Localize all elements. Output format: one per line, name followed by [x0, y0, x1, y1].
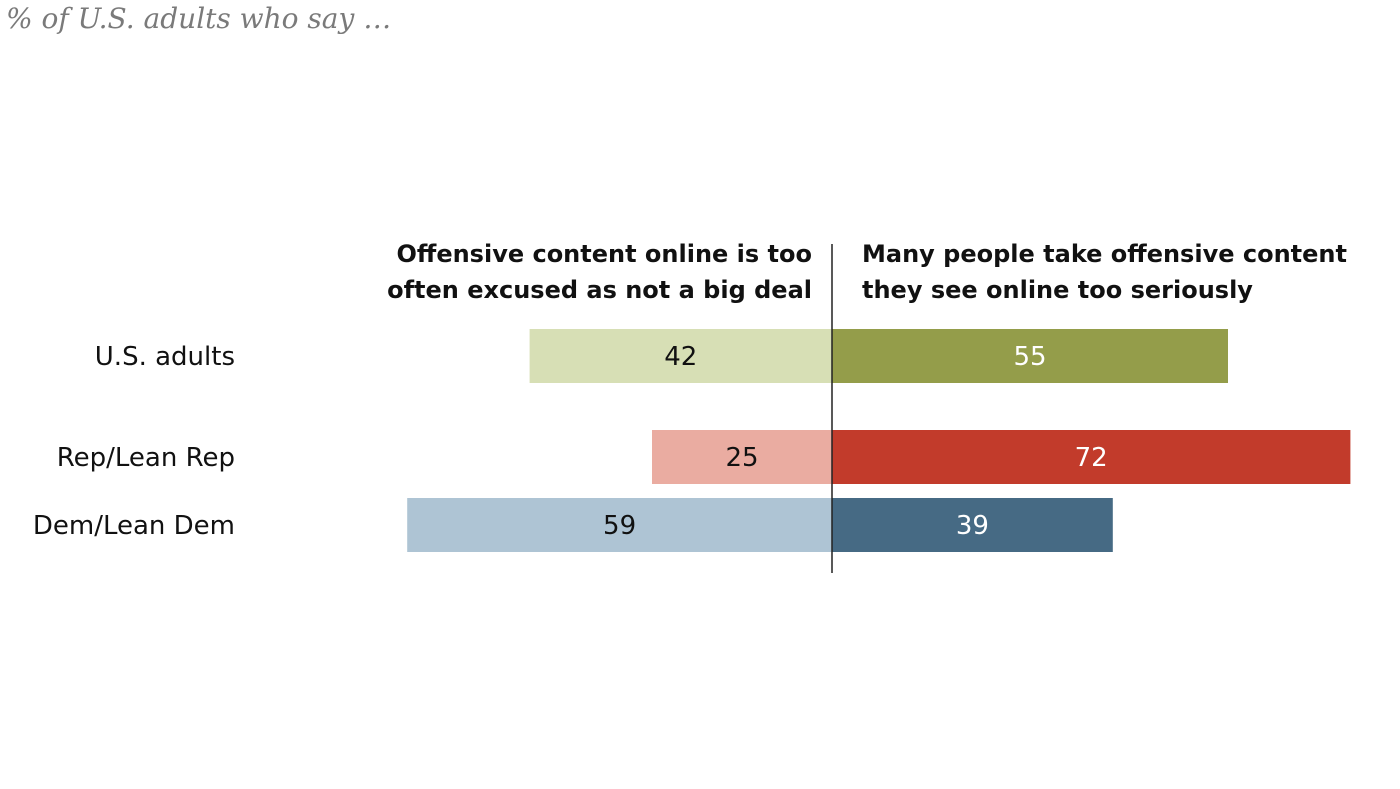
right-column-header-line: Many people take offensive content [862, 240, 1347, 268]
right-column-header-line: they see online too seriously [862, 276, 1253, 304]
left-column-header-line: Offensive content online is too [396, 240, 812, 268]
right-bar [832, 430, 1351, 484]
left-bar [529, 329, 832, 383]
category-label: U.S. adults [95, 342, 235, 372]
left-bar [407, 498, 832, 552]
left-bar-value-label: 42 [664, 342, 697, 372]
left-column-header-line: often excused as not a big deal [387, 276, 812, 304]
left-bar-value-label: 59 [603, 511, 636, 541]
category-label: Dem/Lean Dem [33, 511, 235, 541]
right-bar-value-label: 72 [1075, 443, 1108, 473]
category-label: Rep/Lean Rep [57, 443, 235, 473]
right-bar-value-label: 55 [1013, 342, 1046, 372]
left-bar-value-label: 25 [725, 443, 758, 473]
right-bar [832, 329, 1228, 383]
right-bar [832, 498, 1113, 552]
chart-subtitle: % of U.S. adults who say … [6, 2, 392, 35]
right-bar-value-label: 39 [956, 511, 989, 541]
left-bar [652, 430, 832, 484]
